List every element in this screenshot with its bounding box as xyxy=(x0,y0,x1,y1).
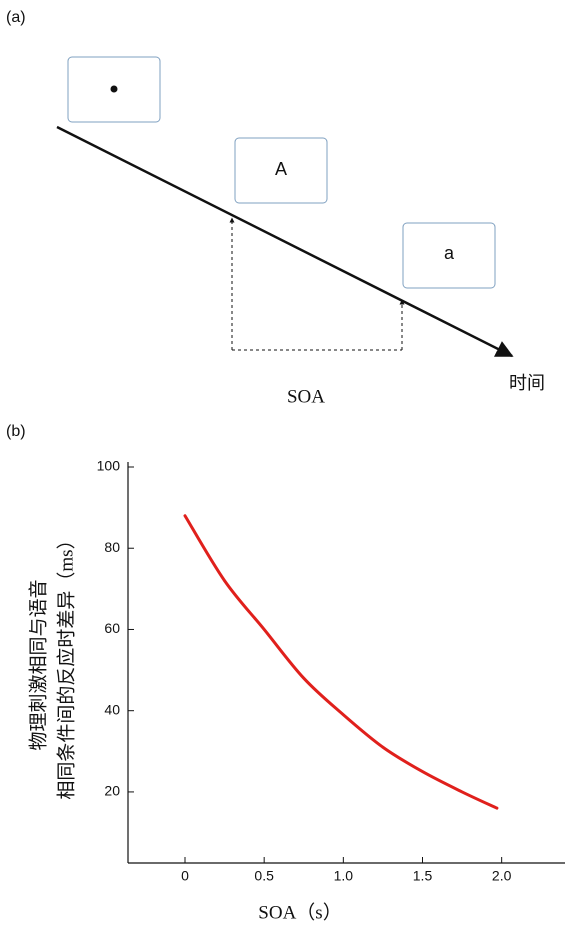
y-axis-label: 物理刺激相同与语音 xyxy=(27,579,49,750)
x-axis-label: SOA（s） xyxy=(258,901,341,923)
x-tick-label: 0 xyxy=(181,868,189,884)
x-tick-label: 2.0 xyxy=(492,868,512,884)
y-tick-label: 100 xyxy=(97,458,121,474)
stimulus-box xyxy=(402,222,496,289)
box-text: A xyxy=(275,159,287,179)
axis-label: 时间 xyxy=(509,373,545,393)
y-tick-label: 20 xyxy=(104,783,120,799)
fixation-dot xyxy=(110,85,118,93)
panel-label: (b) xyxy=(6,423,26,440)
x-tick-label: 1.0 xyxy=(334,868,354,884)
x-tick-label: 1.5 xyxy=(413,868,433,884)
x-tick-label: 0.5 xyxy=(254,868,274,884)
y-tick-label: 40 xyxy=(104,701,120,717)
time-axis xyxy=(56,125,514,358)
y-tick-label: 60 xyxy=(104,620,120,636)
y-tick-label: 80 xyxy=(104,539,120,555)
panel-label: (a) xyxy=(6,9,26,26)
interval-label: SOA xyxy=(287,386,325,407)
line xyxy=(183,514,499,810)
y-axis-label: 相同条件间的反应时差异（ms） xyxy=(55,530,77,799)
stimulus-box xyxy=(234,137,328,204)
box-text: a xyxy=(444,243,455,263)
